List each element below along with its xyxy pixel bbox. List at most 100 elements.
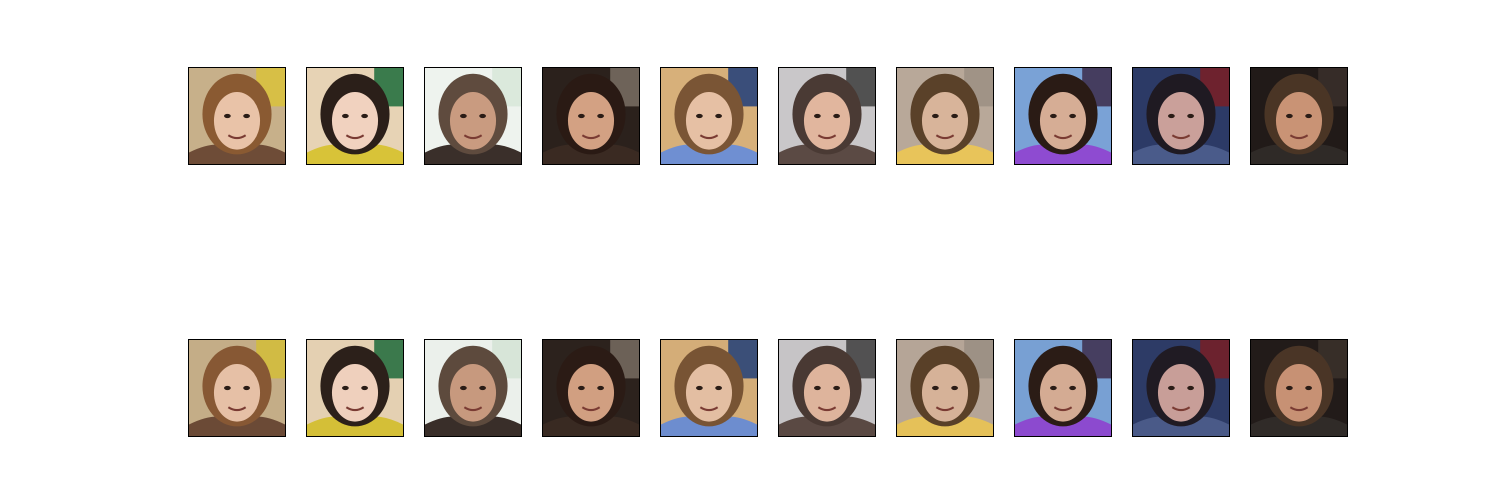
original-face-image-5 [660, 67, 758, 165]
eye-shape [1187, 385, 1194, 391]
mouth-shape [581, 134, 601, 140]
face-thumbnail-icon [307, 340, 403, 436]
face-shape [1157, 92, 1205, 150]
eye-shape [1168, 113, 1175, 119]
mouth-shape [1171, 406, 1191, 412]
eye-shape [951, 113, 958, 119]
face-thumbnail-icon [425, 68, 521, 164]
face-thumbnail-icon [425, 340, 521, 436]
eye-shape [361, 113, 368, 119]
eye-shape [715, 385, 722, 391]
mouth-shape [227, 134, 247, 140]
eye-shape [224, 113, 231, 119]
face-thumbnail-icon [1133, 68, 1229, 164]
eye-shape [243, 385, 250, 391]
mouth-shape [463, 406, 483, 412]
eye-shape [814, 385, 821, 391]
mouth-shape [1289, 406, 1309, 412]
mouth-shape [463, 134, 483, 140]
face-shape [567, 92, 615, 150]
face-thumbnail-icon [307, 68, 403, 164]
face-thumbnail-icon [543, 68, 639, 164]
mouth-shape [1053, 406, 1073, 412]
mouth-shape [345, 406, 365, 412]
face-shape [1157, 364, 1205, 422]
face-shape [921, 92, 969, 150]
original-face-image-1 [188, 67, 286, 165]
mouth-shape [227, 406, 247, 412]
face-thumbnail-icon [189, 340, 285, 436]
eye-shape [479, 113, 486, 119]
eye-shape [932, 385, 939, 391]
face-shape [685, 92, 733, 150]
eye-shape [715, 113, 722, 119]
face-shape [1039, 364, 1087, 422]
eye-shape [696, 385, 703, 391]
mouth-shape [581, 406, 601, 412]
eye-shape [833, 113, 840, 119]
face-shape [1039, 92, 1087, 150]
mouth-shape [345, 134, 365, 140]
mouth-shape [1053, 134, 1073, 140]
face-thumbnail-icon [1133, 340, 1229, 436]
eye-shape [460, 385, 467, 391]
mouth-shape [817, 134, 837, 140]
face-shape [685, 364, 733, 422]
face-shape [331, 364, 379, 422]
eye-shape [224, 385, 231, 391]
face-thumbnail-icon [661, 68, 757, 164]
original-face-image-10 [1250, 67, 1348, 165]
reconstruction-face-image-7 [896, 339, 994, 437]
face-shape [331, 92, 379, 150]
mouth-shape [935, 134, 955, 140]
eye-shape [833, 385, 840, 391]
mouth-shape [817, 406, 837, 412]
mouth-shape [1289, 134, 1309, 140]
face-thumbnail-icon [1015, 68, 1111, 164]
eye-shape [1069, 385, 1076, 391]
face-shape [1275, 364, 1323, 422]
face-shape [1275, 92, 1323, 150]
eye-shape [932, 113, 939, 119]
eye-shape [1305, 385, 1312, 391]
face-thumbnail-icon [1251, 340, 1347, 436]
eye-shape [460, 113, 467, 119]
eye-shape [342, 113, 349, 119]
reconstruction-face-image-6 [778, 339, 876, 437]
original-face-image-6 [778, 67, 876, 165]
eye-shape [1050, 385, 1057, 391]
mouth-shape [699, 406, 719, 412]
eye-shape [1286, 385, 1293, 391]
eye-shape [342, 385, 349, 391]
reconstruction-face-image-5 [660, 339, 758, 437]
reconstruction-face-image-2 [306, 339, 404, 437]
face-thumbnail-icon [897, 68, 993, 164]
face-thumbnail-icon [897, 340, 993, 436]
reconstruction-face-image-1 [188, 339, 286, 437]
original-face-image-3 [424, 67, 522, 165]
face-thumbnail-icon [189, 68, 285, 164]
face-thumbnail-icon [779, 340, 875, 436]
face-thumbnail-icon [779, 68, 875, 164]
original-face-image-9 [1132, 67, 1230, 165]
eye-shape [1168, 385, 1175, 391]
reconstruction-face-image-8 [1014, 339, 1112, 437]
face-shape [213, 364, 261, 422]
eye-shape [814, 113, 821, 119]
reconstruction-face-image-9 [1132, 339, 1230, 437]
face-shape [449, 92, 497, 150]
face-shape [567, 364, 615, 422]
face-shape [449, 364, 497, 422]
face-thumbnail-icon [1251, 68, 1347, 164]
mouth-shape [1171, 134, 1191, 140]
eye-shape [696, 113, 703, 119]
face-thumbnail-icon [543, 340, 639, 436]
original-face-image-8 [1014, 67, 1112, 165]
original-face-image-2 [306, 67, 404, 165]
eye-shape [951, 385, 958, 391]
eye-shape [578, 385, 585, 391]
reconstruction-face-image-3 [424, 339, 522, 437]
face-shape [213, 92, 261, 150]
face-thumbnail-icon [661, 340, 757, 436]
eye-shape [578, 113, 585, 119]
